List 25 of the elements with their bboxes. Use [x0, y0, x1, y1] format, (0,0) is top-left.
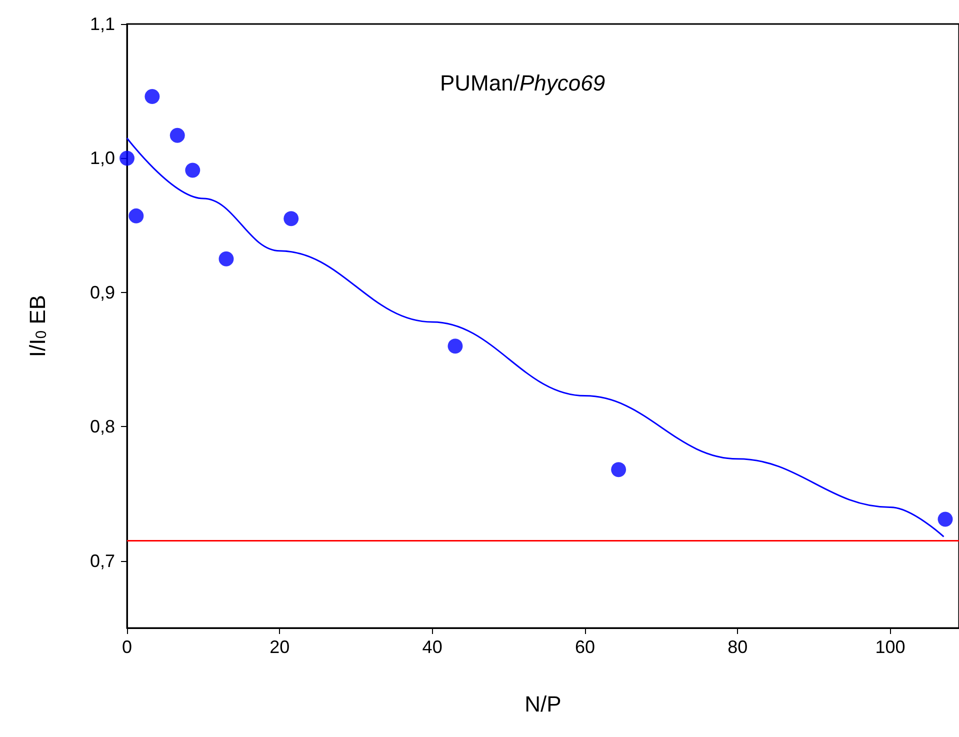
- point: [448, 338, 463, 354]
- point: [218, 251, 234, 266]
- x-tick-label: 80: [728, 637, 748, 657]
- point: [938, 512, 953, 527]
- point: [284, 211, 299, 226]
- point: [170, 128, 185, 143]
- x-tick-label: 40: [422, 637, 442, 657]
- x-axis-title: N/P: [524, 692, 562, 716]
- y-tick-label: 1,0: [90, 148, 115, 168]
- y-tick-label: 0,7: [90, 550, 115, 571]
- point: [128, 208, 144, 224]
- point: [120, 150, 134, 166]
- y-tick-label: 0,8: [90, 416, 115, 437]
- x-tick-label: 20: [270, 637, 290, 657]
- line-series: [126, 137, 944, 538]
- annotation: PUMan/Phyco69: [440, 70, 606, 96]
- x-tick-label: 100: [875, 637, 906, 657]
- y-tick-label: 1,1: [90, 14, 115, 34]
- point: [144, 88, 160, 104]
- y-axis-title: I/I0 EB: [25, 294, 50, 358]
- point: [185, 162, 200, 178]
- point: [611, 462, 626, 478]
- y-tick-label: 0,9: [90, 282, 115, 302]
- x-tick-label: 0: [122, 637, 132, 657]
- x-tick-label: 60: [574, 637, 595, 657]
